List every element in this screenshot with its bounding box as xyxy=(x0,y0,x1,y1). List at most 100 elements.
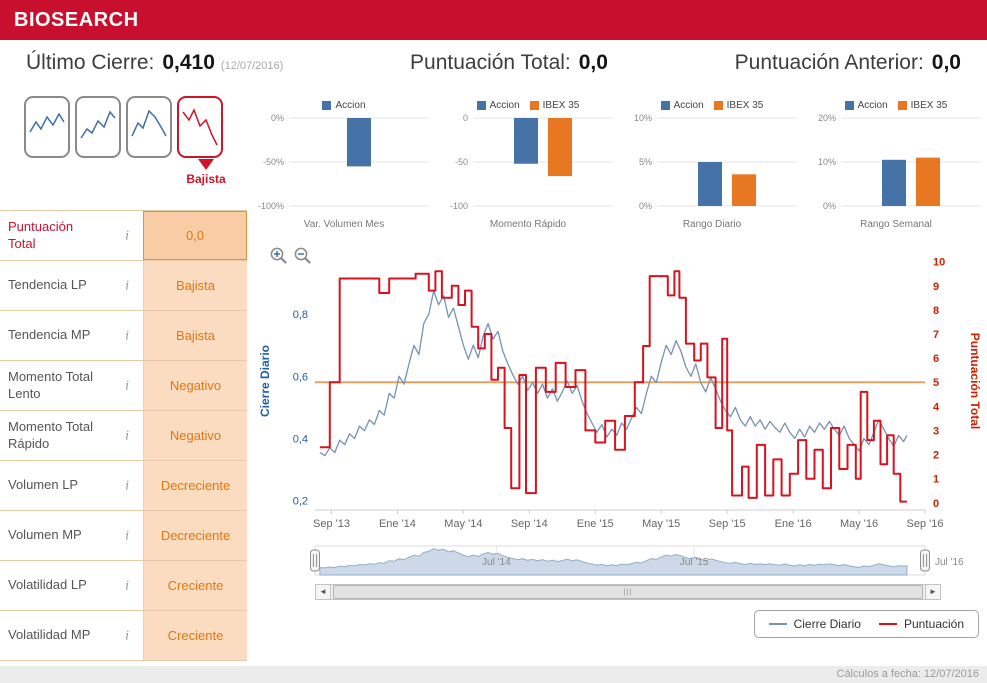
scroll-left-button[interactable]: ◄ xyxy=(315,584,331,600)
info-icon[interactable]: i xyxy=(125,377,129,393)
mini-chart-legend: Accion IBEX 35 xyxy=(805,98,987,112)
svg-text:-50%: -50% xyxy=(263,157,284,167)
mini-chart-canvas: 20% 10% 0% xyxy=(818,113,981,211)
bars xyxy=(698,162,756,206)
legend-item-ibex-35[interactable]: IBEX 35 xyxy=(897,100,947,111)
indicator-label: Volumen MP i xyxy=(8,527,129,543)
main-chart-canvas[interactable]: Sep '13 Ene '14 May '14 Sep '14 Ene '15 May '… xyxy=(253,242,987,542)
svg-text:Jul '16: Jul '16 xyxy=(935,557,964,568)
mini-chart-title: Rango Semanal xyxy=(860,219,932,230)
indicator-value: Decreciente xyxy=(143,461,247,510)
svg-text:10%: 10% xyxy=(634,113,652,123)
legend-item-accion[interactable]: Accion xyxy=(322,100,366,111)
mini-chart-momento_rapido: Accion IBEX 35 0 -50 -100 Momento Rápido xyxy=(437,98,619,230)
svg-text:Sep '15: Sep '15 xyxy=(709,518,746,530)
svg-text:0%: 0% xyxy=(823,201,836,211)
app-header: BIOSEARCH xyxy=(0,0,987,40)
svg-text:0%: 0% xyxy=(639,201,652,211)
right-axis-title: Puntuación Total xyxy=(968,333,982,429)
indicator-row-momento-total-rapido[interactable]: Momento Total Rápido i Negativo xyxy=(0,411,247,461)
close-line xyxy=(319,290,908,457)
sparkline-icon xyxy=(80,110,116,139)
footer-bar: Cálculos a fecha: 12/07/2016 xyxy=(0,666,987,683)
zoom-out-button[interactable] xyxy=(293,246,313,266)
info-icon[interactable]: i xyxy=(125,527,129,543)
svg-text:-100: -100 xyxy=(450,201,468,211)
sparkline-bajista-icon xyxy=(182,108,218,146)
chart-legend: Cierre Diario Puntuación xyxy=(753,610,979,638)
scroll-right-button[interactable]: ► xyxy=(925,584,941,600)
info-icon[interactable]: i xyxy=(125,227,129,243)
zoom-in-button[interactable] xyxy=(269,246,289,266)
legend-item-accion[interactable]: Accion xyxy=(660,100,704,111)
trend-thumb-1[interactable] xyxy=(24,96,70,158)
last-close-date: (12/07/2016) xyxy=(220,60,284,72)
indicator-row-puntuacion-total[interactable]: Puntuación Total i 0,0 xyxy=(0,211,247,261)
trend-selector xyxy=(0,96,247,158)
scrollbar-track[interactable]: ||| xyxy=(331,584,925,600)
summary-bar: Último Cierre: 0,410 (12/07/2016) Puntuaci… xyxy=(0,40,987,86)
sidebar: Bajista Puntuación Total i 0,0 Tendencia LP… xyxy=(0,86,247,664)
scrollbar-thumb[interactable]: ||| xyxy=(333,585,923,599)
legend-item-accion[interactable]: Accion xyxy=(844,100,888,111)
indicator-row-tendencia-mp[interactable]: Tendencia MP i Bajista xyxy=(0,311,247,361)
navigator-scrollbar: ◄ ||| ► xyxy=(315,584,941,600)
svg-text:0%: 0% xyxy=(271,113,284,123)
last-close-label: Último Cierre: xyxy=(26,51,155,74)
navigator-canvas[interactable]: Jul '14 Jul '15 Jul '16 xyxy=(253,542,987,582)
svg-text:Ene '15: Ene '15 xyxy=(577,518,614,530)
indicator-label: Volatilidad LP i xyxy=(8,577,129,593)
trend-thumb-2[interactable] xyxy=(75,96,121,158)
scrollbar-grip-icon: ||| xyxy=(623,588,633,596)
info-icon[interactable]: i xyxy=(125,327,129,343)
trend-thumb-bajista[interactable] xyxy=(177,96,223,158)
selected-trend-marker-icon xyxy=(198,159,214,170)
selected-trend-label: Bajista xyxy=(186,172,226,186)
mini-chart-rango_diario: Accion IBEX 35 10% 5% 0% Rango Diario xyxy=(621,98,803,230)
svg-text:20%: 20% xyxy=(818,113,836,123)
mini-chart-legend: Accion IBEX 35 xyxy=(621,98,803,112)
svg-text:0,2: 0,2 xyxy=(293,496,308,508)
legend-item-ibex-35[interactable]: IBEX 35 xyxy=(529,100,579,111)
legend-label: Cierre Diario xyxy=(793,617,861,631)
svg-text:3: 3 xyxy=(933,425,939,437)
previous-score-value: 0,0 xyxy=(931,51,961,74)
indicator-value: Bajista xyxy=(143,261,247,310)
svg-text:-100%: -100% xyxy=(258,201,284,211)
info-icon[interactable]: i xyxy=(125,427,129,443)
legend-item-accion[interactable]: Accion xyxy=(476,100,520,111)
mini-chart-canvas: 10% 5% 0% xyxy=(634,113,797,211)
indicator-value: Negativo xyxy=(143,411,247,460)
last-close-group: Último Cierre: 0,410 (12/07/2016) xyxy=(26,51,283,75)
indicator-row-volatilidad-lp[interactable]: Volatilidad LP i Creciente xyxy=(0,561,247,611)
svg-text:5%: 5% xyxy=(639,157,652,167)
indicator-row-momento-total-lento[interactable]: Momento Total Lento i Negativo xyxy=(0,361,247,411)
indicator-row-volumen-mp[interactable]: Volumen MP i Decreciente xyxy=(0,511,247,561)
bars xyxy=(347,118,371,167)
charts-panel: Accion 0% -50% -100% Var. Volumen Mes Accion I… xyxy=(247,86,987,664)
legend-item-ibex-35[interactable]: IBEX 35 xyxy=(713,100,763,111)
indicator-label: Volatilidad MP i xyxy=(8,627,129,643)
legend-item-cierre-diario[interactable]: Cierre Diario xyxy=(768,617,861,631)
main-chart: Sep '13 Ene '14 May '14 Sep '14 Ene '15 May '… xyxy=(253,242,987,542)
indicator-row-volumen-lp[interactable]: Volumen LP i Decreciente xyxy=(0,461,247,511)
svg-text:1: 1 xyxy=(933,474,939,486)
svg-text:0,4: 0,4 xyxy=(293,434,308,446)
navigator-handle-left[interactable] xyxy=(310,549,320,572)
indicator-row-tendencia-lp[interactable]: Tendencia LP i Bajista xyxy=(0,261,247,311)
score-line xyxy=(319,270,907,503)
info-icon[interactable]: i xyxy=(125,277,129,293)
info-icon[interactable]: i xyxy=(125,627,129,643)
blue-line-sample-icon xyxy=(768,623,787,625)
svg-text:10: 10 xyxy=(933,257,945,269)
svg-text:Jul '15: Jul '15 xyxy=(680,557,709,568)
legend-item-puntuacion[interactable]: Puntuación xyxy=(878,617,964,631)
info-icon[interactable]: i xyxy=(125,577,129,593)
svg-text:4: 4 xyxy=(933,401,940,413)
indicator-row-volatilidad-mp[interactable]: Volatilidad MP i Creciente xyxy=(0,611,247,661)
indicator-label: Momento Total Rápido i xyxy=(8,419,129,451)
navigator-handle-right[interactable] xyxy=(920,549,930,572)
indicator-value: Creciente xyxy=(143,611,247,660)
info-icon[interactable]: i xyxy=(125,477,129,493)
trend-thumb-3[interactable] xyxy=(126,96,172,158)
